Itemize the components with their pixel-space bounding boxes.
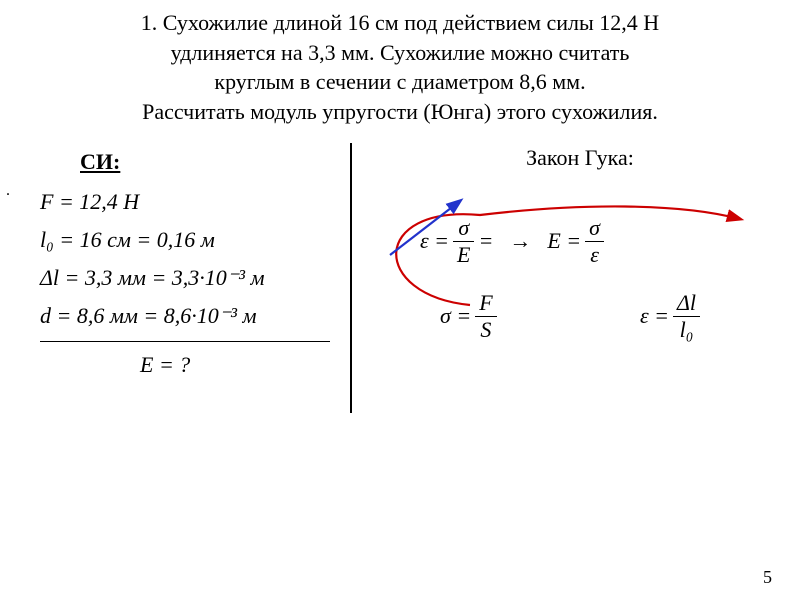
given-diameter: d = 8,6 мм = 8,6·10⁻³ м [40,303,350,329]
title-line-2: удлиняется на 3,3 мм. Сухожилие можно сч… [171,40,630,65]
eps-equals: ε = [420,228,449,254]
solution-column: Закон Гука: [350,131,780,378]
page-number: 5 [763,567,772,588]
frac-dl-l0: Δl l₀ [673,290,700,343]
given-delta-l: Δl = 3,3 мм = 3,3·10⁻³ м [40,265,350,291]
bullet-dot: . [6,182,10,200]
formula-eps-sigma-E: ε = σ E = → E = σ ε [420,215,604,268]
frac-F-S: F S [475,290,496,343]
formula-sigma-FS: σ = F S [440,290,497,343]
given-length: l₀ = 16 см = 0,16 м [40,227,350,253]
find-E: E = ? [140,352,350,378]
formula-area: ε = σ E = → E = σ ε σ = F S [380,195,780,365]
E-equals: E = [547,228,581,254]
horizontal-divider [40,341,330,342]
eps-equals-2: ε = [640,303,669,329]
title-line-1: 1. Сухожилие длиной 16 см под действием … [141,10,659,35]
sigma-equals: σ = [440,303,471,329]
given-force: F = 12,4 H [40,189,350,215]
given-column: СИ: F = 12,4 H l₀ = 16 см = 0,16 м Δl = … [20,131,350,378]
title-line-4: Рассчитать модуль упругости (Юнга) этого… [142,99,658,124]
title-line-3: круглым в сечении с диаметром 8,6 мм. [214,69,585,94]
frac-sigma-eps: σ ε [585,215,604,268]
hooke-law-label: Закон Гука: [380,145,780,171]
implies-arrow: → [497,228,543,254]
problem-title: 1. Сухожилие длиной 16 см под действием … [0,0,800,131]
frac-sigma-E: σ E [453,215,474,268]
si-header: СИ: [80,149,350,175]
formula-eps-dl-l0: ε = Δl l₀ [640,290,700,343]
equals-blank: = [478,228,493,254]
